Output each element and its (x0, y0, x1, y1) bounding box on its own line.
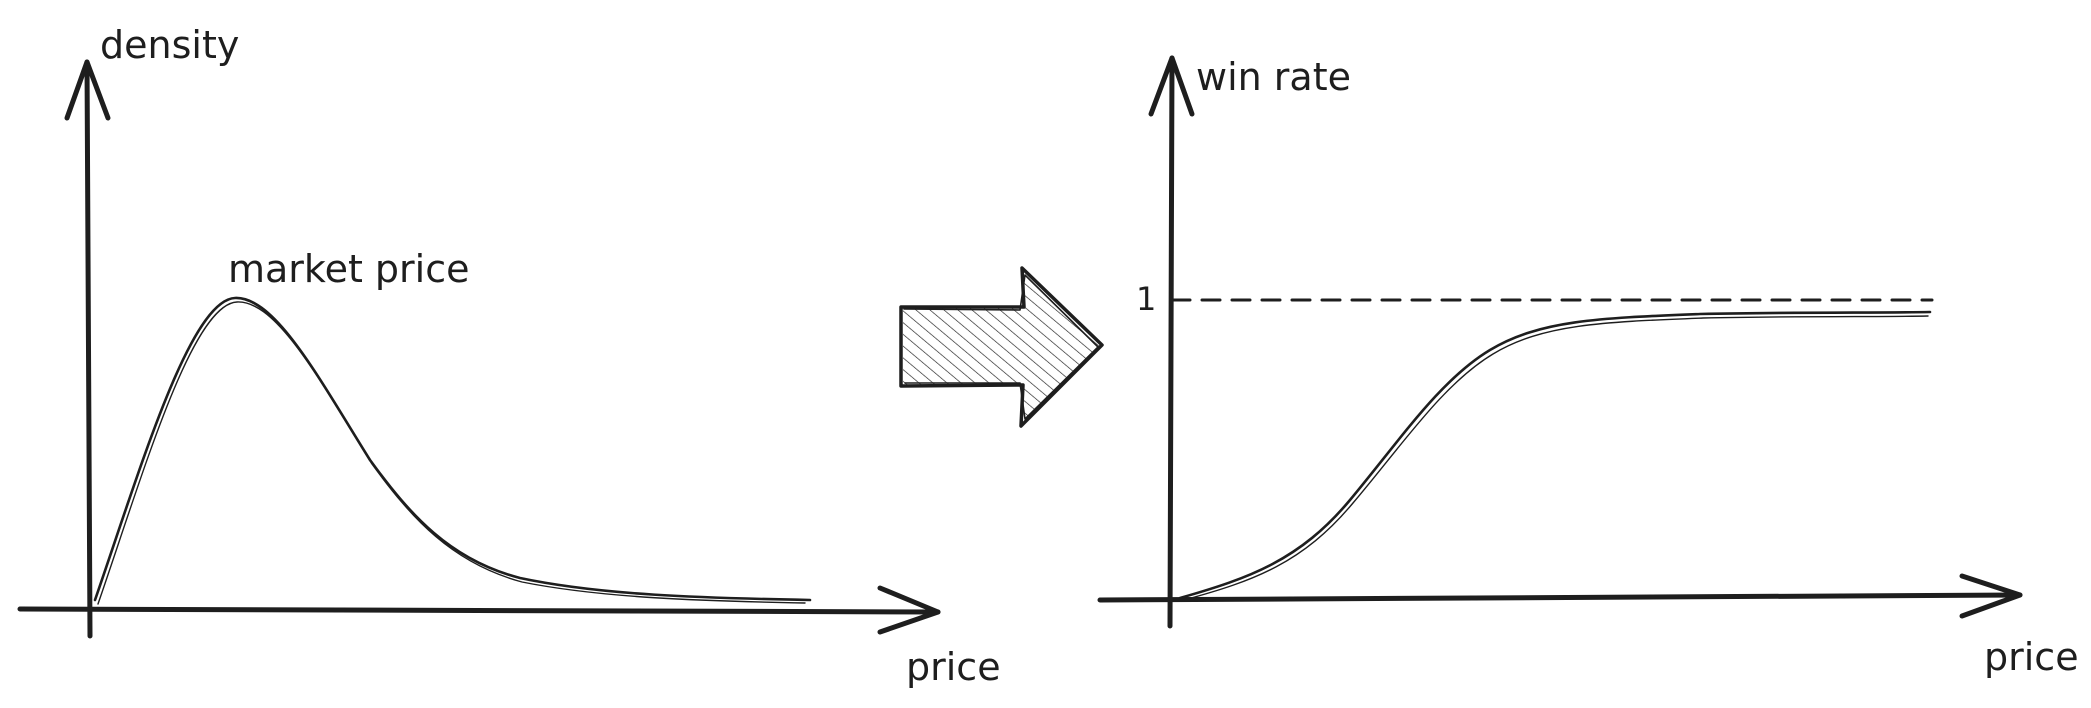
win-rate-curve-shadow (1183, 315, 1929, 601)
arrow-hatch-fill (903, 272, 1100, 422)
win-rate-x-axis (1097, 592, 2023, 603)
win-rate-x-axis-arrowhead (1959, 573, 2023, 619)
density-y-axis-arrowhead (64, 59, 111, 121)
win-rate-curve (1178, 310, 1932, 600)
arrow-outline (899, 266, 1104, 428)
win-rate-axis-label: win rate (1196, 55, 1351, 99)
density-y-axis (84, 59, 93, 639)
arrow-outline-sketch (903, 274, 1099, 420)
win-rate-tick-one: 1 (1136, 280, 1156, 318)
density-curve-shadow (97, 301, 806, 605)
density-x-axis-arrowhead (877, 585, 941, 635)
density-curve (93, 296, 812, 602)
density-x-axis (17, 606, 941, 615)
market-price-label: market price (228, 247, 470, 291)
right-arrow-icon (899, 266, 1104, 428)
win-rate-y-axis (1167, 55, 1175, 629)
win-rate-y-axis-arrowhead (1148, 55, 1195, 117)
density-axis-label: density (100, 23, 239, 67)
density-chart: density market price price (17, 23, 1001, 689)
win-rate-chart: 1 win rate price (1097, 55, 2079, 679)
density-price-axis-label: price (906, 645, 1001, 689)
win-rate-price-axis-label: price (1984, 635, 2079, 679)
